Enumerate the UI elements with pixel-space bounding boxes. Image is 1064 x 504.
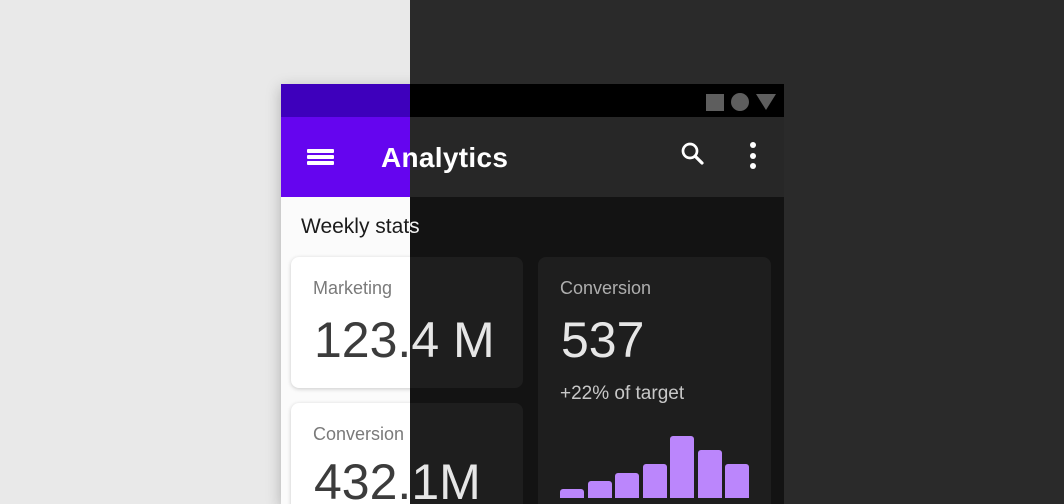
mini-bar-chart [560,436,749,498]
status-bar [410,84,784,117]
search-icon[interactable] [679,140,707,168]
chart-bar [697,450,722,498]
card-label: Marketing [313,278,393,298]
chart-bar [725,464,749,498]
chart-bar [642,464,667,498]
overflow-menu-icon[interactable] [747,142,759,172]
card-label: Conversion [313,424,405,444]
chart-bar [560,489,584,498]
stat-card-conversion-chart[interactable]: Conversion 537 +22% of target [538,257,771,504]
section-title: Weekly stats [410,214,420,240]
square-icon [706,93,724,111]
stat-card-conversion[interactable]: Conversion 432.1M [291,403,523,504]
triangle-down-icon [756,94,776,110]
card-value: 123.4 M [410,311,495,369]
app-bar-title: Analytics [381,142,509,173]
circle-icon [731,93,749,111]
app-bar: Analytics [381,117,784,197]
status-bar-icons [706,93,776,111]
hamburger-menu-icon[interactable] [307,149,334,165]
stat-card-marketing[interactable]: Marketing 123.4 M [410,257,523,388]
chart-bar [670,436,694,498]
phone-mockup: Analytics Weekly stats Marketing 123.4 M… [381,84,784,504]
card-label: Conversion [560,278,652,298]
section-title: Weekly stats [301,215,420,238]
card-subtitle: +22% of target [560,383,685,404]
card-value: 432.1M [410,453,481,504]
chart-bar [587,481,612,498]
chart-bar [615,473,639,498]
card-value: 537 [561,312,645,368]
stat-card-conversion[interactable]: Conversion 432.1M [410,403,523,504]
